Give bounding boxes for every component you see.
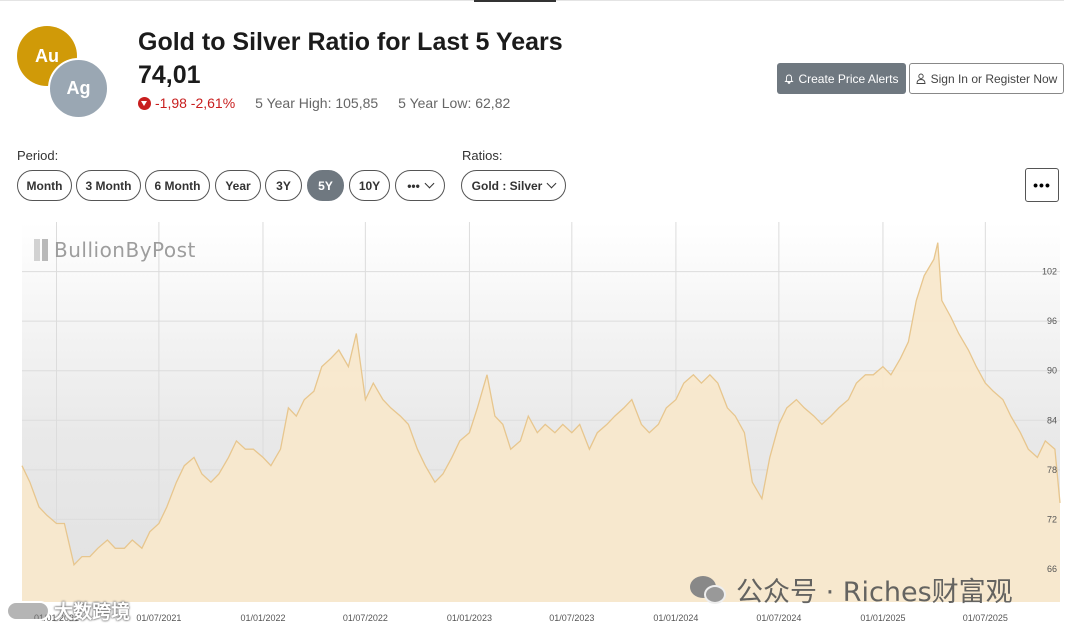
period-year-button[interactable]: Year — [215, 170, 261, 201]
ratio-area — [22, 242, 1060, 602]
wechat-watermark: 公众号 · Riches财富观 — [690, 570, 1013, 609]
period-more-label: ••• — [407, 178, 420, 193]
corner-watermark-icon — [6, 600, 50, 621]
down-arrow-icon — [138, 96, 151, 110]
ratio-select[interactable]: Gold : Silver — [461, 170, 566, 201]
period-3y-button[interactable]: 3Y — [265, 170, 302, 201]
chevron-down-icon — [546, 178, 557, 189]
y-tick-label: 66 — [1047, 564, 1057, 574]
sign-in-button[interactable]: Sign In or Register Now — [909, 63, 1064, 94]
x-tick-label: 01/01/2023 — [447, 613, 492, 623]
period-6-month-button[interactable]: 6 Month — [145, 170, 210, 201]
y-tick-label: 96 — [1047, 316, 1057, 326]
period-month-button[interactable]: Month — [17, 170, 72, 201]
chevron-down-icon — [424, 178, 435, 189]
current-ratio: 74,01 — [138, 61, 201, 89]
y-tick-label: 102 — [1042, 267, 1057, 277]
period-label: Period: — [17, 148, 59, 163]
x-tick-label: 01/07/2024 — [756, 613, 801, 623]
chart-menu-button[interactable]: ••• — [1025, 168, 1059, 202]
period-10y-button[interactable]: 10Y — [349, 170, 390, 201]
ratio-change: -1,98 -2,61% — [155, 95, 236, 111]
period-more-dropdown[interactable]: ••• — [395, 170, 445, 201]
bullionbypost-watermark: BullionByPost — [34, 238, 196, 262]
five-year-low: 5 Year Low: 62,82 — [398, 95, 511, 111]
corner-watermark-text: 大数跨境 — [54, 601, 131, 623]
x-axis-ticks: 01/01/2021 01/07/2021 01/01/2022 01/07/2022… — [34, 613, 1008, 623]
y-axis-ticks: 66 72 78 84 90 96 102 — [1042, 267, 1057, 574]
period-3-month-button[interactable]: 3 Month — [76, 170, 141, 201]
x-tick-label: 01/01/2021 — [34, 613, 79, 623]
create-price-alerts-label: Create Price Alerts — [798, 71, 899, 86]
x-tick-label: 01/01/2022 — [240, 613, 285, 623]
ratio-stats: -1,98 -2,61% 5 Year High: 105,85 5 Year … — [138, 95, 510, 111]
ratios-label: Ratios: — [462, 148, 503, 163]
silver-coin-icon: Ag — [48, 58, 109, 119]
bullion-bars-icon — [34, 239, 48, 261]
period-5y-button[interactable]: 5Y — [307, 170, 344, 201]
gold-coin-label: Au — [35, 45, 59, 66]
x-tick-label: 01/01/2024 — [653, 613, 698, 623]
x-tick-label: 01/07/2021 — [136, 613, 181, 623]
x-tick-label: 01/07/2025 — [963, 613, 1008, 623]
user-icon — [916, 73, 926, 84]
ratio-line — [21, 242, 1061, 567]
sign-in-label: Sign In or Register Now — [930, 71, 1058, 86]
create-price-alerts-button[interactable]: Create Price Alerts — [777, 63, 906, 94]
x-tick-label: 01/07/2023 — [549, 613, 594, 623]
x-tick-label: 01/01/2025 — [860, 613, 905, 623]
y-tick-label: 84 — [1047, 415, 1057, 425]
silver-coin-label: Ag — [66, 78, 91, 98]
page-title: Gold to Silver Ratio for Last 5 Years — [138, 28, 563, 56]
corner-watermark: 大数跨境 — [6, 597, 130, 624]
watermark-logo-text: BullionByPost — [54, 238, 196, 262]
x-tick-label: 01/07/2022 — [343, 613, 388, 623]
ratio-select-label: Gold : Silver — [471, 178, 543, 193]
y-tick-label: 90 — [1047, 366, 1057, 376]
five-year-high: 5 Year High: 105,85 — [255, 95, 379, 111]
bell-icon — [784, 74, 795, 84]
y-tick-label: 78 — [1047, 465, 1057, 475]
wechat-watermark-text: 公众号 · Riches财富观 — [736, 577, 1013, 608]
wechat-icon — [690, 574, 728, 606]
y-tick-label: 72 — [1047, 514, 1057, 524]
active-tab-indicator — [474, 0, 556, 2]
